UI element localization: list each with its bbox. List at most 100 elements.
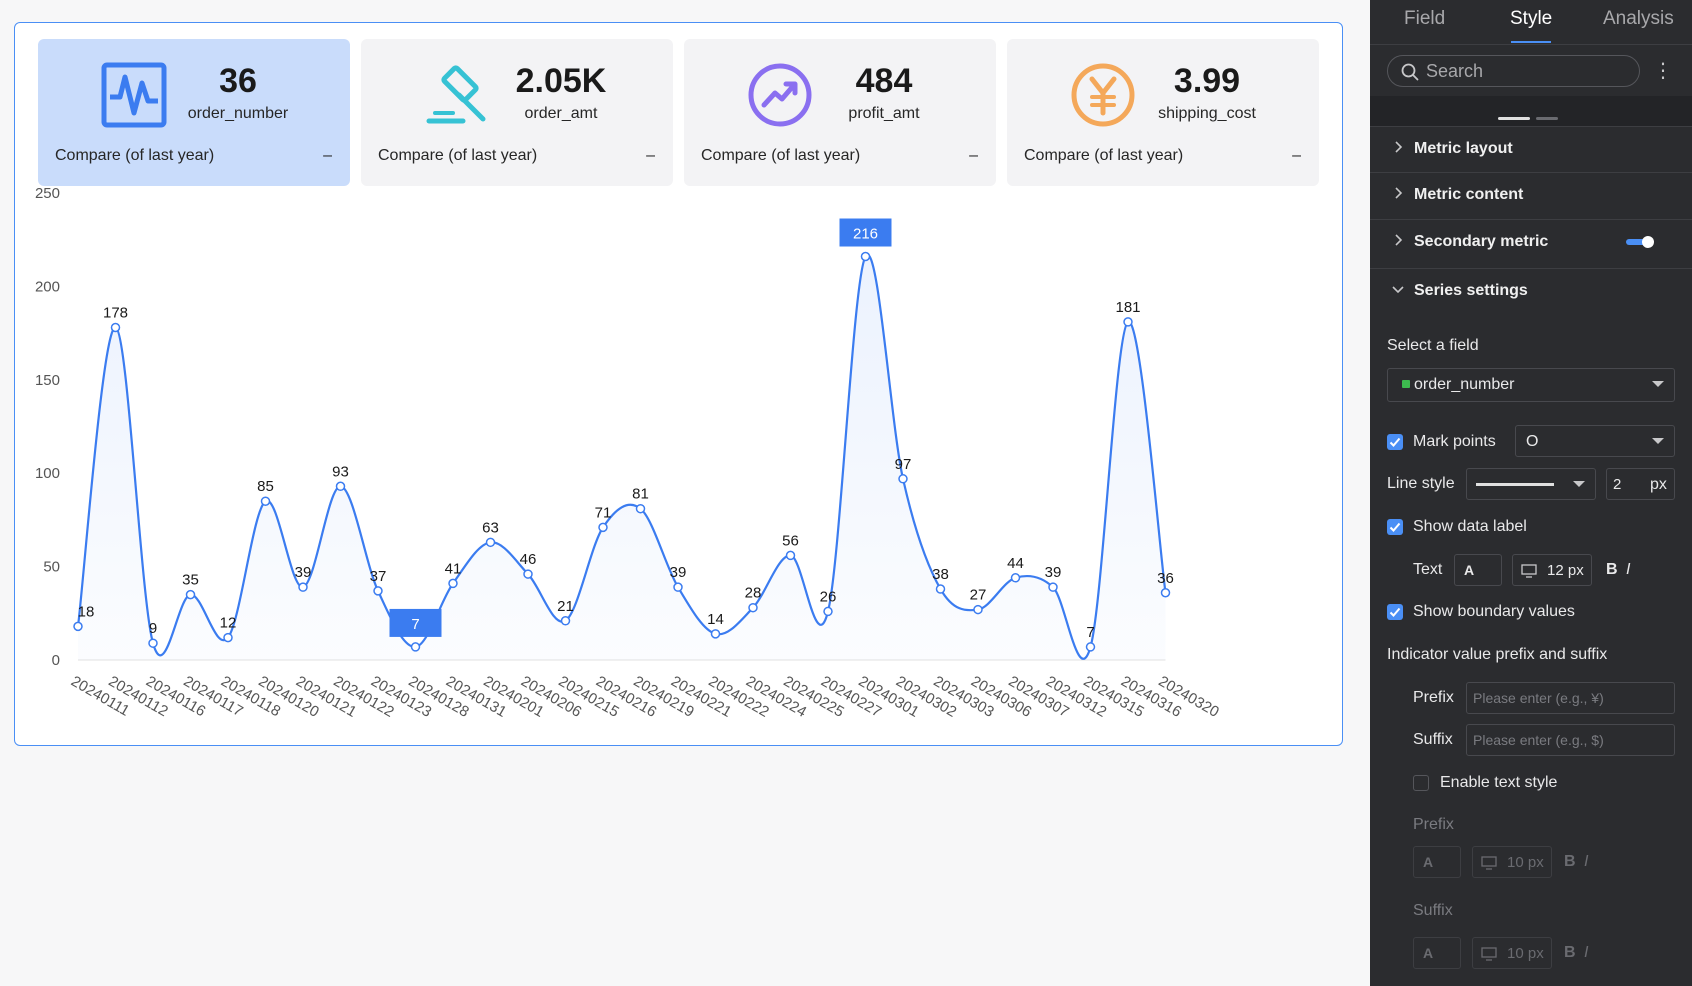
y-tick-label: 150 [35,372,60,389]
panel-scroll-strip [1370,96,1692,126]
prefix-font-size-input[interactable]: 10 px [1472,846,1552,878]
data-point [110,322,121,333]
metric-value: 2.05K [515,62,607,100]
suffix-style-label: Suffix [1413,902,1453,919]
suffix-input[interactable] [1473,730,1653,750]
gavel-icon [423,61,491,129]
section-label: Metric content [1414,186,1524,203]
data-point [260,496,271,506]
prefix-font-color-select[interactable]: A [1413,846,1461,878]
suffix-font-size-input[interactable]: 10 px [1472,937,1552,969]
metric-name: shipping_cost [1158,105,1256,122]
metric-value: 36 [219,62,257,100]
data-label: 37 [370,568,387,585]
show-boundary-values-checkbox[interactable] [1387,604,1403,620]
show-data-label-checkbox[interactable] [1387,519,1403,535]
bold-button[interactable]: B [1564,944,1576,961]
metric-name: profit_amt [848,105,920,122]
compare-label: Compare (of last year) [701,147,861,164]
data-point [73,621,83,632]
line-style-select[interactable] [1466,468,1596,500]
metric-name: order_number [187,105,289,122]
data-label: 85 [257,478,274,495]
section-series-settings[interactable]: Series settings [1370,268,1692,316]
y-tick-label: 50 [43,559,60,576]
prefix-input-box[interactable] [1466,682,1675,714]
metric-card-order-number[interactable]: 36 order_number Compare (of last year) – [38,39,350,186]
toggle-knob [1642,236,1654,248]
metric-card-shipping-cost[interactable]: 3.99 shipping_cost Compare (of last year… [1007,39,1319,186]
data-label: 181 [1115,299,1140,316]
line-style-label: Line style [1387,475,1455,492]
data-label: 9 [149,620,157,637]
data-label: 21 [557,598,574,615]
mark-points-value: O [1526,433,1539,450]
pulse-icon [100,61,168,129]
px-unit: px [1650,476,1667,493]
data-label: 39 [1045,564,1062,581]
prefix-suffix-title: Indicator value prefix and suffix [1387,646,1608,663]
bold-button[interactable]: B [1564,853,1576,870]
line-width-input[interactable]: 2 px [1606,468,1675,500]
data-point [823,606,833,617]
pager-dot-active[interactable] [1498,117,1530,120]
max-value-badge [839,218,892,247]
suffix-font-color-select[interactable]: A [1413,937,1461,969]
font-color-select[interactable]: A [1454,554,1502,586]
section-label: Metric layout [1414,140,1513,157]
metric-value: 3.99 [1173,62,1241,100]
tab-analysis[interactable]: Analysis [1603,8,1674,29]
italic-button[interactable]: I [1626,561,1631,578]
data-point [448,578,458,589]
line-width-value: 2 [1613,476,1622,493]
panel-tabs: Field Style Analysis [1370,0,1692,43]
prefix-input[interactable] [1473,688,1653,708]
data-point [1160,588,1171,598]
data-point [485,537,496,548]
data-label: 93 [332,463,349,480]
data-label: 38 [932,566,949,583]
data-point [748,602,758,613]
search-icon [1401,63,1419,81]
italic-button[interactable]: I [1584,853,1589,870]
more-options-icon[interactable]: ⋮ [1653,60,1673,82]
suffix-input-box[interactable] [1466,724,1675,756]
data-label: 14 [707,611,724,628]
compare-label: Compare (of last year) [55,147,215,164]
section-metric-layout[interactable]: Metric layout [1370,126,1692,174]
line-style-preview [1476,483,1554,486]
check-icon [1389,607,1401,617]
min-value-label: 7 [411,616,419,633]
mark-points-checkbox[interactable] [1387,434,1403,450]
data-label: 41 [445,560,462,577]
tab-field[interactable]: Field [1404,8,1446,29]
metric-cards: 36 order_number Compare (of last year) –… [38,39,1319,186]
dashboard-canvas: 0 50 100 150 200 250 18 178 9 35 12 85 39 93 37 7 41 63 46… [14,22,1343,746]
data-label: 26 [820,588,837,605]
metric-card-profit-amt[interactable]: 484 profit_amt Compare (of last year) – [684,39,996,186]
enable-text-style-checkbox[interactable] [1413,775,1429,791]
section-metric-content[interactable]: Metric content [1370,172,1692,220]
metric-widget[interactable]: 0 50 100 150 200 250 18 178 9 35 12 85 39 93 37 7 41 63 46… [14,22,1343,746]
search-box[interactable] [1387,55,1640,87]
bold-button[interactable]: B [1606,561,1618,578]
mark-points-select[interactable]: O [1515,425,1675,457]
tab-style[interactable]: Style [1510,8,1553,29]
search-input[interactable] [1426,59,1626,83]
yen-icon [1069,61,1137,129]
field-select-value: order_number [1414,376,1515,393]
italic-button[interactable]: I [1584,944,1589,961]
data-point [935,584,946,594]
monitor-icon [1481,947,1497,961]
compare-value: – [969,147,978,164]
data-point [785,550,796,561]
field-select[interactable]: order_number [1387,368,1675,402]
pager-dot[interactable] [1536,117,1558,120]
metric-card-order-amt[interactable]: 2.05K order_amt Compare (of last year) – [361,39,673,186]
font-size-input[interactable]: 12 px [1512,554,1592,586]
show-boundary-values-label: Show boundary values [1413,603,1575,620]
font-color-icon: A [1423,945,1434,961]
data-label: 44 [1007,555,1024,572]
section-secondary-metric[interactable]: Secondary metric [1370,219,1692,267]
secondary-metric-toggle[interactable] [1626,236,1654,248]
